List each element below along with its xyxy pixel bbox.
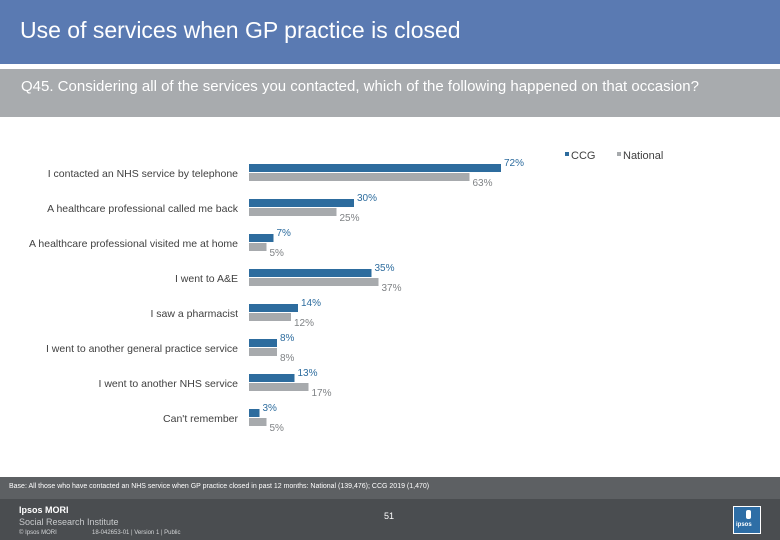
bar-ccg-i-went-to-another-nhs-service bbox=[249, 374, 295, 382]
bar-national-i-went-to-another-general-practice-service bbox=[249, 348, 277, 356]
copyright: © Ipsos MORI bbox=[19, 530, 57, 536]
data-label-ccg-i-went-to-another-nhs-service: 13% bbox=[298, 368, 318, 379]
bar-national-a-healthcare-professional-called-me-back bbox=[249, 208, 337, 216]
logo-mark bbox=[746, 510, 751, 519]
logo-text: ipsos bbox=[736, 522, 752, 528]
data-label-national-a-healthcare-professional-visited-me-at-home: 5% bbox=[270, 248, 285, 259]
question-bar: Q45. Considering all of the services you… bbox=[0, 69, 780, 117]
category-label-i-went-to-another-general-practice-service: I went to another general practice servi… bbox=[46, 343, 238, 355]
brand-subtitle: Social Research Institute bbox=[19, 517, 119, 527]
base-note-bar: Base: All those who have contacted an NH… bbox=[0, 477, 780, 499]
bar-national-i-went-to-another-nhs-service bbox=[249, 383, 309, 391]
question-text: Q45. Considering all of the services you… bbox=[21, 78, 699, 95]
category-label-can-t-remember: Can't remember bbox=[163, 413, 238, 425]
footer: Ipsos MORI Social Research Institute © I… bbox=[0, 499, 780, 540]
bar-ccg-i-went-to-a-e bbox=[249, 269, 372, 277]
bar-national-can-t-remember bbox=[249, 418, 267, 426]
base-note: Base: All those who have contacted an NH… bbox=[9, 483, 430, 490]
data-label-ccg-a-healthcare-professional-visited-me-at-home: 7% bbox=[277, 228, 292, 239]
category-label-i-went-to-another-nhs-service: I went to another NHS service bbox=[99, 378, 239, 390]
data-label-national-i-saw-a-pharmacist: 12% bbox=[294, 318, 314, 329]
data-label-ccg-can-t-remember: 3% bbox=[263, 403, 278, 414]
legend-label-national: National bbox=[623, 150, 663, 162]
data-label-ccg-i-contacted-an-nhs-service-by-telephone: 72% bbox=[504, 158, 524, 169]
category-label-i-saw-a-pharmacist: I saw a pharmacist bbox=[150, 308, 238, 320]
page-number: 51 bbox=[384, 511, 395, 521]
bar-ccg-i-saw-a-pharmacist bbox=[249, 304, 298, 312]
bar-ccg-i-contacted-an-nhs-service-by-telephone bbox=[249, 164, 501, 172]
category-label-i-went-to-a-e: I went to A&E bbox=[175, 273, 238, 285]
title-bar: Use of services when GP practice is clos… bbox=[0, 0, 780, 64]
data-label-ccg-a-healthcare-professional-called-me-back: 30% bbox=[357, 193, 377, 204]
bar-ccg-i-went-to-another-general-practice-service bbox=[249, 339, 277, 347]
category-label-a-healthcare-professional-called-me-back: A healthcare professional called me back bbox=[47, 203, 239, 215]
data-label-national-can-t-remember: 5% bbox=[270, 423, 285, 434]
data-label-ccg-i-went-to-another-general-practice-service: 8% bbox=[280, 333, 295, 344]
bar-ccg-a-healthcare-professional-called-me-back bbox=[249, 199, 354, 207]
bar-national-i-went-to-a-e bbox=[249, 278, 379, 286]
bar-national-i-contacted-an-nhs-service-by-telephone bbox=[249, 173, 470, 181]
bar-national-a-healthcare-professional-visited-me-at-home bbox=[249, 243, 267, 251]
data-label-national-a-healthcare-professional-called-me-back: 25% bbox=[340, 213, 360, 224]
data-label-national-i-went-to-another-general-practice-service: 8% bbox=[280, 353, 295, 364]
data-label-national-i-went-to-another-nhs-service: 17% bbox=[312, 388, 332, 399]
data-label-national-i-went-to-a-e: 37% bbox=[382, 283, 402, 294]
category-label-a-healthcare-professional-visited-me-at-home: A healthcare professional visited me at … bbox=[29, 238, 238, 250]
bar-ccg-can-t-remember bbox=[249, 409, 260, 417]
bar-ccg-a-healthcare-professional-visited-me-at-home bbox=[249, 234, 274, 242]
brand-name: Ipsos MORI bbox=[19, 505, 69, 515]
data-label-ccg-i-saw-a-pharmacist: 14% bbox=[301, 298, 321, 309]
job-reference: 18-042653-01 | Version 1 | Public bbox=[92, 530, 181, 536]
legend-label-ccg: CCG bbox=[571, 150, 595, 162]
data-label-ccg-i-went-to-a-e: 35% bbox=[375, 263, 395, 274]
bar-chart: CCG National I contacted an NHS service by… bbox=[29, 150, 663, 434]
page-title: Use of services when GP practice is clos… bbox=[20, 17, 461, 43]
data-label-national-i-contacted-an-nhs-service-by-telephone: 63% bbox=[473, 178, 493, 189]
ipsos-logo-icon: ipsos bbox=[733, 506, 761, 534]
legend-swatch-national bbox=[617, 152, 621, 156]
bar-national-i-saw-a-pharmacist bbox=[249, 313, 291, 321]
legend-swatch-ccg bbox=[565, 152, 569, 156]
category-label-i-contacted-an-nhs-service-by-telephone: I contacted an NHS service by telephone bbox=[48, 168, 238, 180]
